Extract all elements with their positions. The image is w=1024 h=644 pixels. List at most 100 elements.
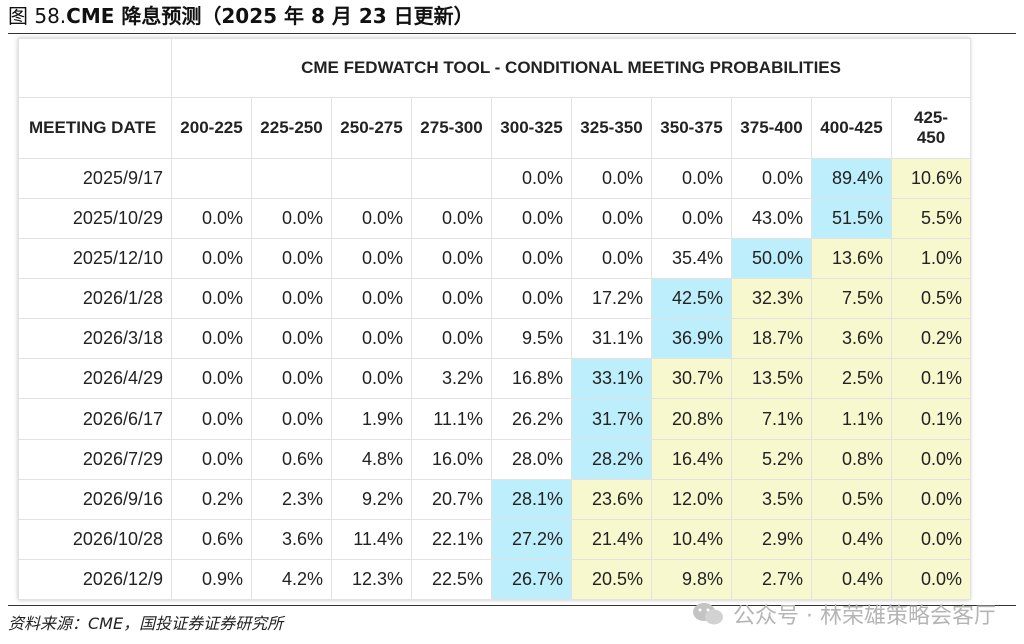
- top-rule: [8, 33, 1016, 34]
- probability-cell: 0.0%: [331, 358, 412, 400]
- probability-cell: 0.1%: [890, 358, 972, 400]
- probability-cell: 0.0%: [491, 278, 572, 320]
- meeting-date-cell: 2026/12/9: [18, 558, 172, 601]
- probability-cell: 0.0%: [171, 198, 252, 240]
- column-header: 350-375: [651, 97, 732, 159]
- figure-title: 图 58.CME 降息预测（2025 年 8 月 23 日更新）: [8, 4, 474, 28]
- table-row: 2026/3/18 0.0% 0.0% 0.0% 0.0% 9.5% 31.1% 36.9% 1…: [18, 318, 972, 360]
- table-row: 2026/7/29 0.0% 0.6% 4.8% 16.0% 28.0% 28.2% 16.4…: [18, 438, 972, 480]
- probability-cell: 0.0%: [411, 278, 492, 320]
- column-header: 375-400: [731, 97, 812, 159]
- table-row: 2026/6/17 0.0% 0.0% 1.9% 11.1% 26.2% 31.7% 20.8…: [18, 398, 972, 440]
- probability-cell: 0.0%: [171, 318, 252, 360]
- probability-cell: 33.1%: [571, 358, 652, 400]
- probability-cell: 0.0%: [651, 198, 732, 240]
- figure-label: 图 58.: [8, 4, 67, 28]
- probability-cell: 16.4%: [651, 438, 732, 480]
- probability-cell: 0.2%: [890, 318, 972, 360]
- probability-cell: 1.1%: [811, 398, 892, 440]
- column-header: 400-425: [811, 97, 892, 159]
- table-row: 2026/4/29 0.0% 0.0% 0.0% 3.2% 16.8% 33.1% 30.7%…: [18, 358, 972, 400]
- probability-cell: 12.3%: [331, 558, 412, 601]
- probability-cell: 0.0%: [411, 318, 492, 360]
- fedwatch-table-container: CME FEDWATCH TOOL - CONDITIONAL MEETING …: [18, 38, 972, 601]
- table-row: 2026/12/9 0.9% 4.2% 12.3% 22.5% 26.7% 20.5% 9.8…: [18, 558, 972, 601]
- table-header-title: CME FEDWATCH TOOL - CONDITIONAL MEETING …: [170, 38, 972, 98]
- table-body: 2025/9/17 0.0% 0.0% 0.0% 0.0% 89.4% 10.6% 2025/…: [18, 157, 972, 601]
- probability-cell: 0.8%: [811, 438, 892, 480]
- probability-cell: 20.7%: [411, 478, 492, 520]
- probability-cell: 2.3%: [251, 478, 332, 520]
- watermark-text: 公众号 · 林荣雄策略会客厅: [733, 604, 996, 629]
- probability-cell: 36.9%: [651, 318, 732, 360]
- meeting-date-cell: 2026/9/16: [18, 478, 172, 520]
- probability-cell: 5.2%: [731, 438, 812, 480]
- probability-cell: 31.1%: [571, 318, 652, 360]
- probability-cell: 17.2%: [571, 278, 652, 320]
- probability-cell: 11.1%: [411, 398, 492, 440]
- probability-cell: 0.1%: [890, 398, 972, 440]
- probability-cell: 21.4%: [571, 518, 652, 560]
- probability-cell: 0.0%: [251, 358, 332, 400]
- probability-cell: 32.3%: [731, 278, 812, 320]
- probability-cell: 0.0%: [171, 278, 252, 320]
- fedwatch-table: CME FEDWATCH TOOL - CONDITIONAL MEETING …: [18, 38, 972, 601]
- source-note: 资料来源：CME，国投证券证券研究所: [8, 614, 284, 633]
- probability-cell: 0.4%: [811, 518, 892, 560]
- probability-cell: 0.0%: [251, 238, 332, 280]
- probability-cell: 10.4%: [651, 518, 732, 560]
- probability-cell: 22.1%: [411, 518, 492, 560]
- probability-cell: 0.0%: [731, 157, 812, 200]
- probability-cell: 0.0%: [491, 238, 572, 280]
- probability-cell: 0.0%: [171, 358, 252, 400]
- probability-cell: 2.9%: [731, 518, 812, 560]
- probability-cell: 0.9%: [171, 558, 252, 601]
- probability-cell: 9.8%: [651, 558, 732, 601]
- probability-cell: 0.5%: [811, 478, 892, 520]
- figure-title-bold: CME 降息预测: [66, 4, 202, 28]
- probability-cell: 0.0%: [491, 198, 572, 240]
- probability-cell: 31.7%: [571, 398, 652, 440]
- probability-cell: 0.0%: [171, 398, 252, 440]
- meeting-date-cell: 2026/10/28: [18, 518, 172, 560]
- probability-cell: 3.6%: [811, 318, 892, 360]
- probability-cell: 28.2%: [571, 438, 652, 480]
- probability-cell: 13.5%: [731, 358, 812, 400]
- probability-cell: 12.0%: [651, 478, 732, 520]
- probability-cell: 26.7%: [491, 558, 572, 601]
- probability-cell: 0.0%: [251, 198, 332, 240]
- probability-cell: 18.7%: [731, 318, 812, 360]
- probability-cell: 0.0%: [890, 518, 972, 560]
- probability-cell: 35.4%: [651, 238, 732, 280]
- probability-cell: 0.6%: [251, 438, 332, 480]
- probability-cell: 28.0%: [491, 438, 572, 480]
- probability-cell: 9.5%: [491, 318, 572, 360]
- probability-cell: 20.8%: [651, 398, 732, 440]
- probability-cell: 0.0%: [651, 157, 732, 200]
- probability-cell: 11.4%: [331, 518, 412, 560]
- probability-cell: 0.0%: [890, 438, 972, 480]
- probability-cell: [171, 157, 252, 200]
- meeting-date-cell: 2026/6/17: [18, 398, 172, 440]
- probability-cell: 0.2%: [171, 478, 252, 520]
- probability-cell: 51.5%: [811, 198, 892, 240]
- meeting-date-cell: 2025/10/29: [18, 198, 172, 240]
- table-row: 2026/1/28 0.0% 0.0% 0.0% 0.0% 0.0% 17.2% 42.5% 3…: [18, 278, 972, 320]
- table-corner-cell: [18, 38, 172, 98]
- wechat-icon: [693, 603, 724, 625]
- probability-cell: 89.4%: [811, 157, 892, 200]
- probability-cell: 2.7%: [731, 558, 812, 601]
- probability-cell: 0.4%: [811, 558, 892, 601]
- column-header: 325-350: [571, 97, 652, 159]
- probability-cell: 0.0%: [251, 318, 332, 360]
- probability-cell: 0.0%: [331, 198, 412, 240]
- probability-cell: 0.0%: [331, 238, 412, 280]
- meeting-date-cell: 2026/3/18: [18, 318, 172, 360]
- column-header: 225-250: [251, 97, 332, 159]
- probability-cell: 0.0%: [571, 157, 652, 200]
- probability-cell: 0.0%: [411, 238, 492, 280]
- probability-cell: 0.0%: [171, 238, 252, 280]
- column-header: 200-225: [171, 97, 252, 159]
- probability-cell: 16.8%: [491, 358, 572, 400]
- probability-cell: 2.5%: [811, 358, 892, 400]
